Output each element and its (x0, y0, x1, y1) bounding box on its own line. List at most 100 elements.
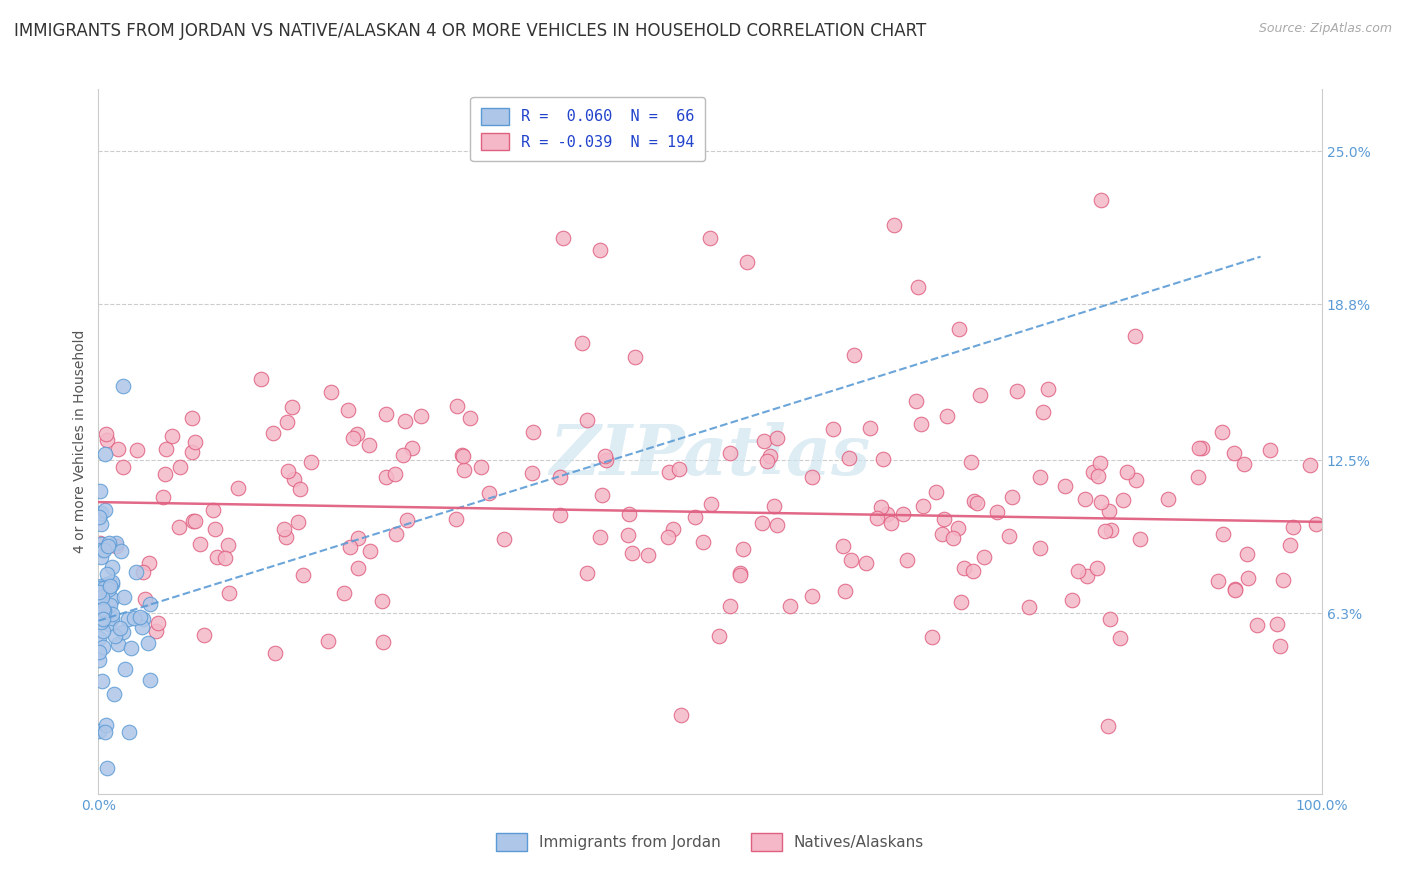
Point (1236, 547, 1258, 561)
Point (1223, 582, 1246, 596)
Point (89, 536, 111, 550)
Point (522, 467, 544, 481)
Point (870, 500, 893, 514)
Point (93, 582, 115, 596)
Point (90, 578, 112, 592)
Point (904, 393, 927, 408)
Point (728, 566, 751, 580)
Point (963, 494, 986, 508)
Point (668, 462, 690, 476)
Point (931, 526, 953, 541)
Point (384, 467, 406, 481)
Point (1090, 456, 1112, 470)
Point (800, 589, 823, 603)
Point (184, 514, 207, 528)
Point (89, 595, 111, 609)
Point (1094, 524, 1116, 539)
Point (671, 707, 693, 722)
Point (273, 522, 295, 536)
Point (155, 442, 177, 456)
Point (1001, 490, 1024, 504)
Point (1074, 492, 1097, 507)
Point (451, 448, 474, 462)
Point (107, 637, 129, 651)
Point (122, 611, 145, 625)
Point (167, 520, 190, 534)
Point (101, 559, 124, 574)
Point (111, 625, 134, 640)
Point (89, 653, 111, 667)
Point (910, 417, 932, 432)
Point (617, 528, 640, 542)
Point (1282, 520, 1305, 534)
Point (333, 586, 356, 600)
Point (316, 633, 339, 648)
Point (346, 561, 368, 575)
Point (104, 539, 127, 553)
Point (90, 674, 112, 689)
Point (218, 586, 240, 600)
Point (105, 535, 128, 549)
Point (453, 463, 475, 477)
Point (359, 544, 381, 558)
Point (101, 607, 124, 622)
Point (998, 529, 1021, 543)
Point (1299, 458, 1322, 472)
Point (470, 460, 492, 475)
Point (90, 590, 112, 604)
Point (339, 540, 361, 554)
Point (217, 538, 239, 552)
Point (866, 511, 889, 525)
Point (118, 725, 141, 739)
Point (948, 521, 970, 535)
Point (593, 449, 616, 463)
Point (401, 441, 423, 455)
Point (1097, 718, 1119, 732)
Point (1258, 443, 1281, 458)
Point (90, 595, 112, 609)
Point (111, 379, 134, 393)
Point (117, 611, 139, 625)
Point (94, 718, 117, 732)
Point (169, 460, 191, 475)
Point (1212, 527, 1234, 541)
Point (1206, 574, 1229, 589)
Point (762, 500, 785, 514)
Point (359, 438, 381, 452)
Point (1188, 442, 1211, 456)
Point (453, 450, 475, 464)
Point (844, 348, 866, 362)
Point (112, 459, 135, 474)
Point (1090, 194, 1112, 208)
Point (925, 485, 948, 500)
Point (1305, 517, 1327, 532)
Point (966, 496, 988, 510)
Point (131, 612, 153, 626)
Point (1223, 582, 1246, 597)
Point (87, 585, 110, 599)
Point (93, 640, 115, 654)
Point (1054, 478, 1077, 492)
Point (93, 543, 115, 558)
Point (891, 507, 914, 521)
Point (153, 467, 176, 482)
Point (276, 415, 298, 429)
Point (371, 594, 394, 608)
Point (346, 427, 368, 442)
Point (1211, 425, 1233, 440)
Point (188, 537, 211, 551)
Point (1278, 538, 1301, 552)
Point (89, 484, 111, 499)
Point (621, 546, 644, 560)
Point (883, 218, 905, 232)
Point (522, 425, 544, 439)
Text: Source: ZipAtlas.com: Source: ZipAtlas.com (1258, 22, 1392, 36)
Point (576, 566, 599, 581)
Point (205, 550, 228, 565)
Point (1108, 631, 1130, 645)
Point (1123, 329, 1146, 343)
Point (766, 431, 789, 445)
Point (98, 616, 121, 631)
Point (96, 761, 118, 775)
Point (589, 243, 612, 257)
